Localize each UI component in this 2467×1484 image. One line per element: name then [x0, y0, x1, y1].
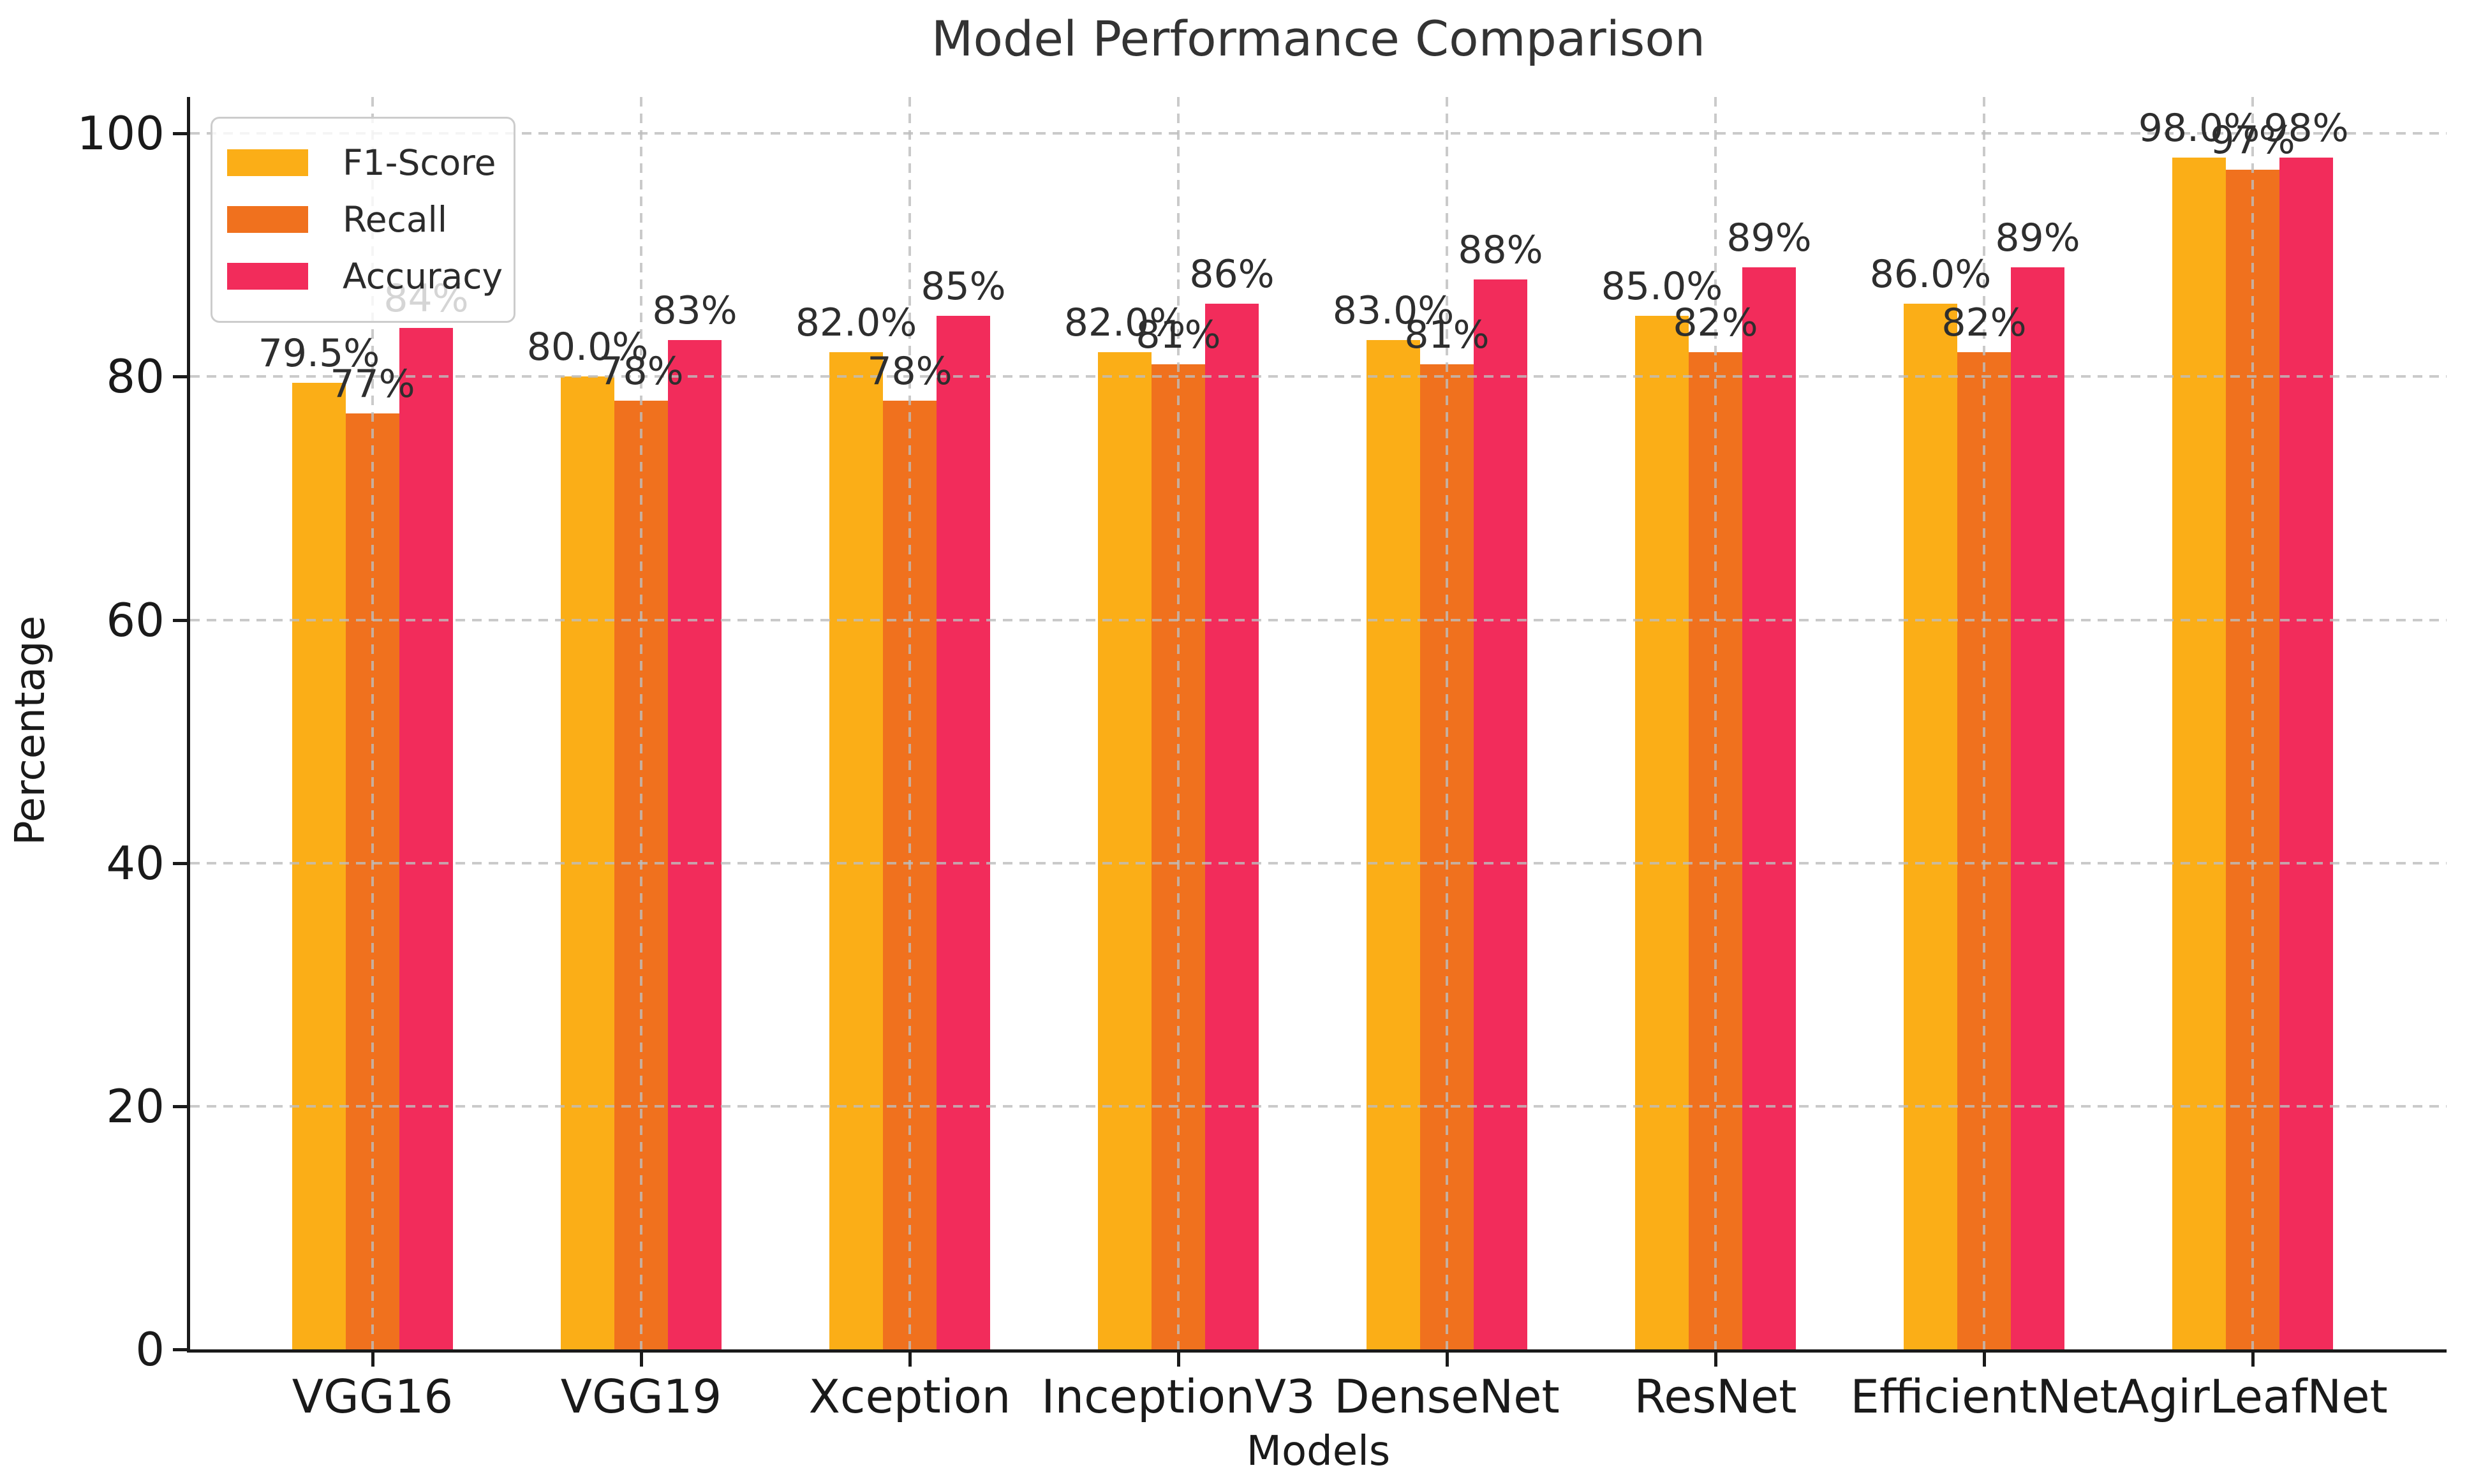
y-tick-mark-100 — [173, 132, 187, 136]
legend-swatch-f1-score-icon — [227, 149, 308, 176]
x-tick-label-efficientnet: EfficientNet — [1850, 1370, 2118, 1423]
bar-f1-score-resnet — [1635, 316, 1689, 1349]
value-label-f1-score-densenet: 83.0% — [1332, 288, 1455, 334]
v-gridline-densenet — [1446, 97, 1448, 1349]
bar-f1-score-densenet — [1367, 340, 1420, 1349]
x-tick-label-densenet: DenseNet — [1334, 1370, 1560, 1423]
x-tick-label-inceptionv3: InceptionV3 — [1041, 1370, 1315, 1423]
value-label-accuracy-agirleafnet: 98% — [2263, 106, 2349, 151]
bar-f1-score-xception — [829, 352, 883, 1349]
x-tick-label-xception: Xception — [808, 1370, 1011, 1423]
x-axis-label: Models — [1246, 1428, 1391, 1475]
y-axis-spine — [187, 97, 190, 1353]
x-tick-mark-agirleafnet — [2251, 1353, 2255, 1367]
x-tick-label-agirleafnet: AgirLeafNet — [2117, 1370, 2388, 1423]
plot-area: 79.5%77%84%80.0%78%83%82.0%78%85%82.0%81… — [187, 97, 2447, 1353]
y-tick-mark-40 — [173, 861, 187, 865]
value-label-f1-score-vgg19: 80.0% — [526, 325, 649, 370]
chart-title: Model Performance Comparison — [931, 10, 1706, 67]
value-label-accuracy-densenet: 88% — [1458, 227, 1543, 272]
value-label-recall-agirleafnet: 97% — [2210, 118, 2295, 163]
value-label-f1-score-agirleafnet: 98.0% — [2138, 106, 2260, 151]
x-tick-mark-densenet — [1446, 1353, 1449, 1367]
v-gridline-vgg16 — [371, 97, 374, 1349]
bar-f1-score-efficientnet — [1904, 304, 1957, 1349]
h-gridline-40 — [190, 861, 2447, 864]
y-tick-mark-60 — [173, 618, 187, 622]
bar-accuracy-densenet — [1474, 279, 1527, 1349]
y-tick-label-100: 100 — [77, 107, 165, 161]
bar-accuracy-xception — [937, 316, 990, 1349]
x-tick-mark-efficientnet — [1983, 1353, 1986, 1367]
value-label-accuracy-resnet: 89% — [1726, 215, 1812, 260]
x-tick-mark-inceptionv3 — [1177, 1353, 1180, 1367]
legend-entry-recall: Recall — [227, 191, 501, 248]
value-label-recall-vgg19: 78% — [598, 349, 684, 394]
legend-label-accuracy: Accuracy — [343, 255, 503, 297]
bar-f1-score-agirleafnet — [2172, 158, 2226, 1349]
legend-label-recall: Recall — [343, 198, 448, 240]
value-label-f1-score-efficientnet: 86.0% — [1869, 252, 1992, 297]
y-tick-mark-20 — [173, 1104, 187, 1108]
bar-accuracy-vgg19 — [668, 340, 722, 1349]
bar-f1-score-vgg16 — [292, 382, 346, 1349]
y-axis-label: Percentage — [7, 615, 54, 846]
y-tick-label-0: 0 — [135, 1323, 165, 1376]
value-label-recall-xception: 78% — [867, 349, 952, 394]
h-gridline-100 — [190, 132, 2447, 135]
value-label-accuracy-xception: 85% — [921, 264, 1006, 309]
v-gridline-vgg19 — [640, 97, 642, 1349]
x-tick-mark-xception — [908, 1353, 912, 1367]
bar-f1-score-inceptionv3 — [1098, 352, 1152, 1349]
y-tick-label-20: 20 — [106, 1079, 165, 1133]
y-tick-label-40: 40 — [106, 836, 165, 890]
h-gridline-80 — [190, 375, 2447, 378]
bar-accuracy-inceptionv3 — [1205, 304, 1259, 1349]
legend-swatch-accuracy-icon — [227, 262, 308, 290]
legend-box: F1-Score Recall Accuracy — [211, 117, 515, 323]
value-label-recall-efficientnet: 82% — [1941, 301, 2027, 346]
legend-swatch-recall-icon — [227, 205, 308, 233]
legend-entry-accuracy: Accuracy — [227, 248, 503, 304]
v-gridline-efficientnet — [1983, 97, 1985, 1349]
value-label-f1-score-vgg16: 79.5% — [258, 330, 380, 376]
bar-accuracy-agirleafnet — [2279, 158, 2333, 1349]
v-gridline-inceptionv3 — [1177, 97, 1180, 1349]
v-gridline-xception — [908, 97, 911, 1349]
h-gridline-60 — [190, 618, 2447, 621]
v-gridline-resnet — [1714, 97, 1717, 1349]
value-label-f1-score-inceptionv3: 82.0% — [1063, 301, 1186, 346]
bar-accuracy-efficientnet — [2011, 267, 2064, 1349]
value-label-f1-score-xception: 82.0% — [795, 301, 917, 346]
value-label-accuracy-vgg19: 83% — [652, 288, 737, 334]
value-label-recall-resnet: 82% — [1673, 301, 1758, 346]
bar-accuracy-resnet — [1742, 267, 1796, 1349]
y-tick-mark-80 — [173, 375, 187, 379]
x-tick-mark-vgg19 — [640, 1353, 643, 1367]
x-tick-mark-vgg16 — [371, 1353, 374, 1367]
h-gridline-20 — [190, 1104, 2447, 1108]
legend-entry-f1-score: F1-Score — [227, 134, 501, 191]
y-tick-label-80: 80 — [106, 350, 165, 404]
x-tick-label-vgg16: VGG16 — [292, 1370, 454, 1423]
x-tick-label-vgg19: VGG19 — [560, 1370, 722, 1423]
x-axis-spine — [187, 1349, 2447, 1353]
legend-label-f1-score: F1-Score — [343, 142, 496, 183]
y-tick-label-60: 60 — [106, 593, 165, 647]
value-label-recall-inceptionv3: 81% — [1136, 313, 1221, 358]
bar-accuracy-vgg16 — [399, 328, 453, 1349]
value-label-recall-densenet: 81% — [1404, 313, 1490, 358]
x-tick-label-resnet: ResNet — [1634, 1370, 1797, 1423]
value-label-recall-vgg16: 77% — [330, 361, 415, 406]
v-gridline-agirleafnet — [2251, 97, 2254, 1349]
value-label-f1-score-resnet: 85.0% — [1601, 264, 1723, 309]
y-tick-mark-0 — [173, 1348, 187, 1351]
value-label-accuracy-inceptionv3: 86% — [1189, 252, 1275, 297]
value-label-accuracy-efficientnet: 89% — [1995, 215, 2080, 260]
x-tick-mark-resnet — [1714, 1353, 1717, 1367]
